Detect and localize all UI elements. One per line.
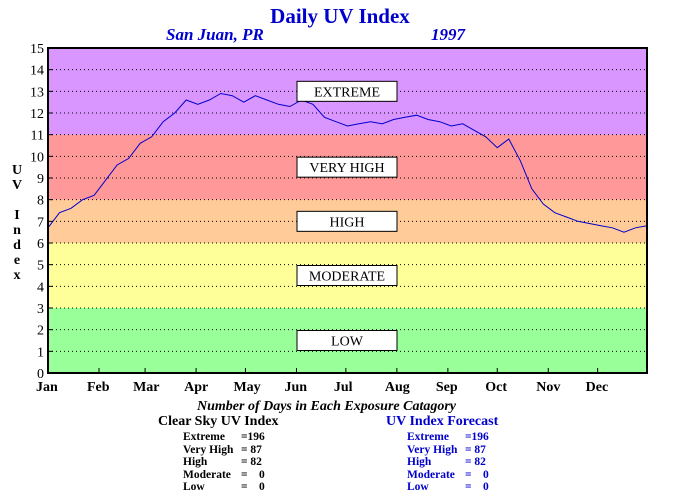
row-label: Very High	[183, 443, 234, 456]
row-value: = 0	[241, 481, 265, 494]
plot-frame	[47, 47, 648, 374]
row-label: Moderate	[183, 468, 231, 481]
y-tick-label: 12	[30, 107, 44, 122]
clear-sky-row: High = 82	[183, 456, 278, 469]
band-label: LOW	[331, 335, 364, 350]
y-tick-label: 14	[30, 64, 44, 79]
band-label-box	[296, 210, 398, 232]
year-label: 1997	[431, 25, 465, 44]
row-label: Low	[183, 481, 205, 494]
y-tick-label: 3	[37, 302, 44, 317]
forecast-header: UV Index Forecast	[386, 414, 499, 429]
y-tick-label: 4	[37, 280, 44, 295]
row-label: High	[183, 456, 208, 469]
clear-sky-header: Clear Sky UV Index	[158, 414, 279, 429]
row-value: = 82	[241, 456, 262, 469]
exposure-subtitle: Number of Days in Each Exposure Catagory	[197, 399, 457, 414]
x-tick-label: Oct	[485, 380, 507, 395]
forecast-row: High = 82	[407, 456, 498, 469]
row-label: Extreme	[183, 431, 225, 443]
forecast-row: Moderate = 0	[407, 469, 498, 482]
forecast-stats: UV Index Forecast Extreme =196 Very High =…	[386, 414, 498, 494]
y-tick-label: 13	[30, 85, 44, 100]
x-tick-label: Dec	[586, 380, 609, 395]
y-tick-label: 5	[37, 259, 44, 274]
row-value: = 87	[465, 443, 486, 456]
band-label-box	[296, 265, 398, 286]
x-tick-label: May	[233, 380, 260, 395]
row-value: = 0	[465, 481, 489, 494]
band-label: HIGH	[330, 215, 365, 230]
forecast-row: Low = 0	[407, 481, 498, 494]
band-label: VERY HIGH	[309, 161, 384, 176]
row-label: Low	[407, 481, 429, 494]
row-value: = 0	[465, 468, 489, 481]
row-value: =196	[465, 431, 489, 443]
row-value: = 0	[241, 468, 265, 481]
y-tick-label: 11	[31, 129, 44, 144]
y-tick-label: 6	[37, 237, 44, 252]
y-tick-label: 10	[30, 150, 44, 165]
x-tick-label: Sep	[436, 380, 458, 395]
band-label-box	[296, 156, 398, 178]
x-tick-label: Apr	[184, 380, 208, 395]
y-axis-label: U V I n d e x	[11, 163, 23, 283]
y-tick-label: 9	[37, 172, 44, 187]
row-label: Moderate	[407, 468, 455, 481]
x-tick-label: Mar	[133, 380, 159, 395]
x-tick-label: Jun	[284, 380, 307, 395]
y-tick-label: 1	[37, 345, 44, 360]
row-value: = 87	[241, 443, 262, 456]
forecast-row: Extreme =196	[407, 431, 498, 444]
x-tick-label: Nov	[536, 380, 560, 395]
uv-index-line	[47, 92, 648, 233]
row-label: Very High	[407, 443, 458, 456]
row-value: = 82	[465, 456, 486, 469]
band-label: MODERATE	[309, 270, 385, 285]
y-tick-label: 15	[30, 42, 44, 57]
forecast-row: Very High = 87	[407, 444, 498, 457]
row-label: Extreme	[407, 431, 449, 443]
y-tick-label: 0	[37, 367, 44, 382]
band-label-box	[296, 80, 398, 102]
y-tick-label: 7	[37, 215, 44, 230]
row-label: High	[407, 456, 432, 469]
x-tick-label: Aug	[385, 380, 410, 395]
x-tick-label: Jul	[334, 380, 353, 395]
chart-title: Daily UV Index	[270, 4, 410, 28]
y-tick-label: 8	[37, 194, 44, 209]
clear-sky-row: Very High = 87	[183, 444, 278, 457]
clear-sky-row: Low = 0	[183, 481, 278, 494]
clear-sky-row: Moderate = 0	[183, 469, 278, 482]
band-label: EXTREME	[314, 85, 380, 100]
y-tick-label: 2	[37, 324, 44, 339]
band-label-box	[296, 330, 398, 351]
x-tick-label: Jan	[36, 380, 58, 395]
row-value: =196	[241, 431, 265, 443]
location-label: San Juan, PR	[166, 25, 264, 44]
x-tick-label: Feb	[87, 380, 110, 395]
clear-sky-stats: Clear Sky UV Index Extreme =196 Very High…	[158, 414, 278, 494]
clear-sky-row: Extreme =196	[183, 431, 278, 444]
